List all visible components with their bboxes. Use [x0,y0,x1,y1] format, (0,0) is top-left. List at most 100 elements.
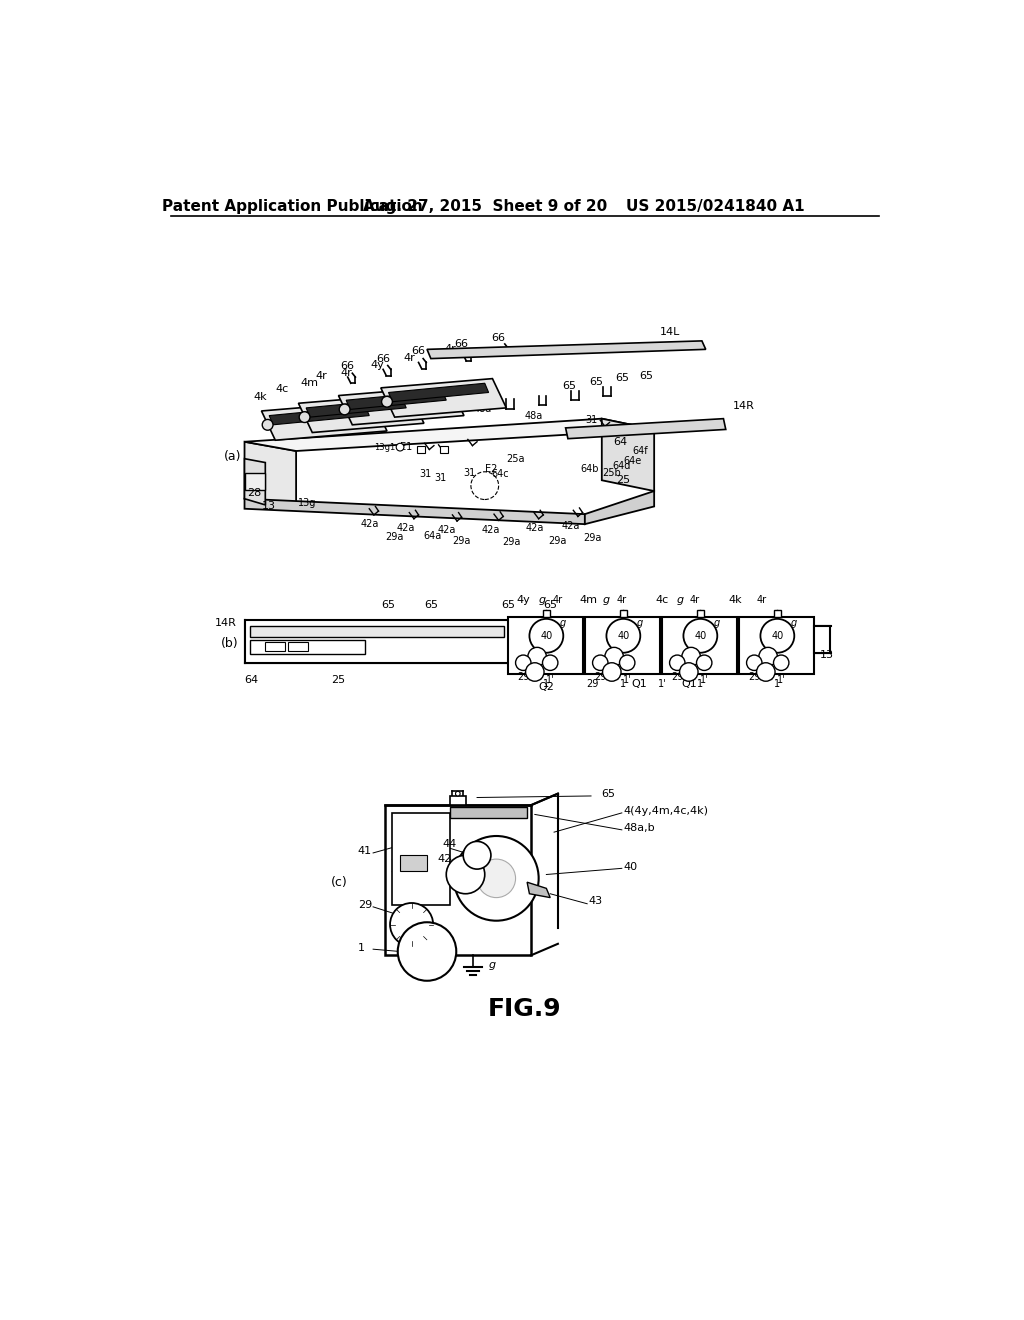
Text: 25a: 25a [506,454,525,463]
Circle shape [397,923,457,981]
Text: 31: 31 [435,473,447,483]
Polygon shape [585,491,654,524]
Text: g: g [603,594,610,605]
Text: 4k: 4k [254,392,267,403]
Text: 29a: 29a [584,533,602,543]
Text: 29a: 29a [549,536,567,546]
Circle shape [529,619,563,653]
Text: 25: 25 [616,475,631,486]
Bar [440,446,447,453]
Polygon shape [245,418,654,451]
Text: 13: 13 [819,649,834,660]
Text: 42a: 42a [437,525,456,536]
Text: 48a,b: 48a,b [624,824,655,833]
Polygon shape [427,341,706,359]
Circle shape [683,619,717,653]
Text: 65: 65 [562,380,577,391]
Text: US 2015/0241840 A1: US 2015/0241840 A1 [627,198,805,214]
Polygon shape [245,499,585,524]
Text: 42: 42 [685,672,697,681]
Text: 4k: 4k [728,594,741,605]
Text: 4y: 4y [516,594,530,605]
Text: 29: 29 [587,680,599,689]
Polygon shape [388,383,488,401]
Circle shape [605,647,624,665]
Bar [696,610,705,616]
Bar [250,626,504,638]
Text: 64f: 64f [633,446,648,455]
Circle shape [477,859,515,898]
Bar [385,805,531,956]
Polygon shape [245,459,265,506]
Bar [773,610,781,616]
Circle shape [593,655,608,671]
Bar [739,616,814,675]
Text: Patent Application Publication: Patent Application Publication [162,198,423,214]
Text: 1': 1' [623,675,632,685]
Text: 64a: 64a [423,531,441,541]
Text: 4c: 4c [275,384,289,395]
Text: 41: 41 [357,846,372,857]
Text: 29: 29 [517,672,529,681]
Circle shape [773,655,788,671]
Text: 13g: 13g [298,498,316,508]
Text: 1: 1 [774,680,780,689]
Text: 4r: 4r [553,594,563,605]
Text: g: g [677,594,684,605]
Text: (b): (b) [221,638,239,649]
Text: 40: 40 [617,631,630,640]
Polygon shape [400,855,427,871]
Text: 13: 13 [261,502,275,511]
Text: 66: 66 [411,346,425,356]
Circle shape [382,396,392,407]
Polygon shape [306,399,407,417]
Text: 14L: 14L [659,326,680,337]
Text: 65: 65 [424,601,438,610]
Text: 4r: 4r [340,368,352,379]
Circle shape [262,420,273,430]
Text: 14R: 14R [215,618,237,628]
Polygon shape [565,418,726,438]
Text: 40: 40 [624,862,638,871]
Text: 25b: 25b [602,467,622,478]
Text: FIG.9: FIG.9 [488,997,561,1022]
Text: 1: 1 [544,680,550,689]
Text: 4m: 4m [300,379,318,388]
Polygon shape [298,395,424,433]
Circle shape [525,663,544,681]
Text: 42: 42 [530,672,544,681]
Bar [392,813,451,906]
Polygon shape [245,442,296,508]
Circle shape [757,663,775,681]
Text: g: g [560,618,566,628]
Text: 29: 29 [749,672,761,681]
Polygon shape [346,391,446,409]
Text: 40: 40 [771,631,783,640]
Circle shape [515,655,531,671]
Text: 29: 29 [357,900,372,911]
Text: 66: 66 [376,354,390,363]
Text: 31: 31 [420,469,431,479]
Bar [543,610,550,616]
Text: 42a: 42a [562,520,581,531]
Text: 29a: 29a [503,537,521,546]
Text: 13g1: 13g1 [374,442,395,451]
Text: 64c: 64c [492,469,509,479]
Text: g: g [488,961,496,970]
Text: 64d: 64d [612,462,631,471]
Text: E1: E1 [400,442,413,453]
Text: 4(4y,4m,4c,4k): 4(4y,4m,4c,4k) [624,807,709,816]
Text: 1': 1' [657,680,667,689]
Circle shape [543,655,558,671]
Polygon shape [527,882,550,898]
Text: 1: 1 [697,680,703,689]
Text: 42: 42 [762,672,774,681]
Text: (c): (c) [331,875,347,888]
Text: 4r: 4r [757,594,767,605]
Bar [662,616,737,675]
Text: 40: 40 [694,631,707,640]
Text: 65: 65 [501,601,515,610]
Polygon shape [269,407,370,425]
Circle shape [602,663,621,681]
Text: 42a: 42a [360,519,379,529]
